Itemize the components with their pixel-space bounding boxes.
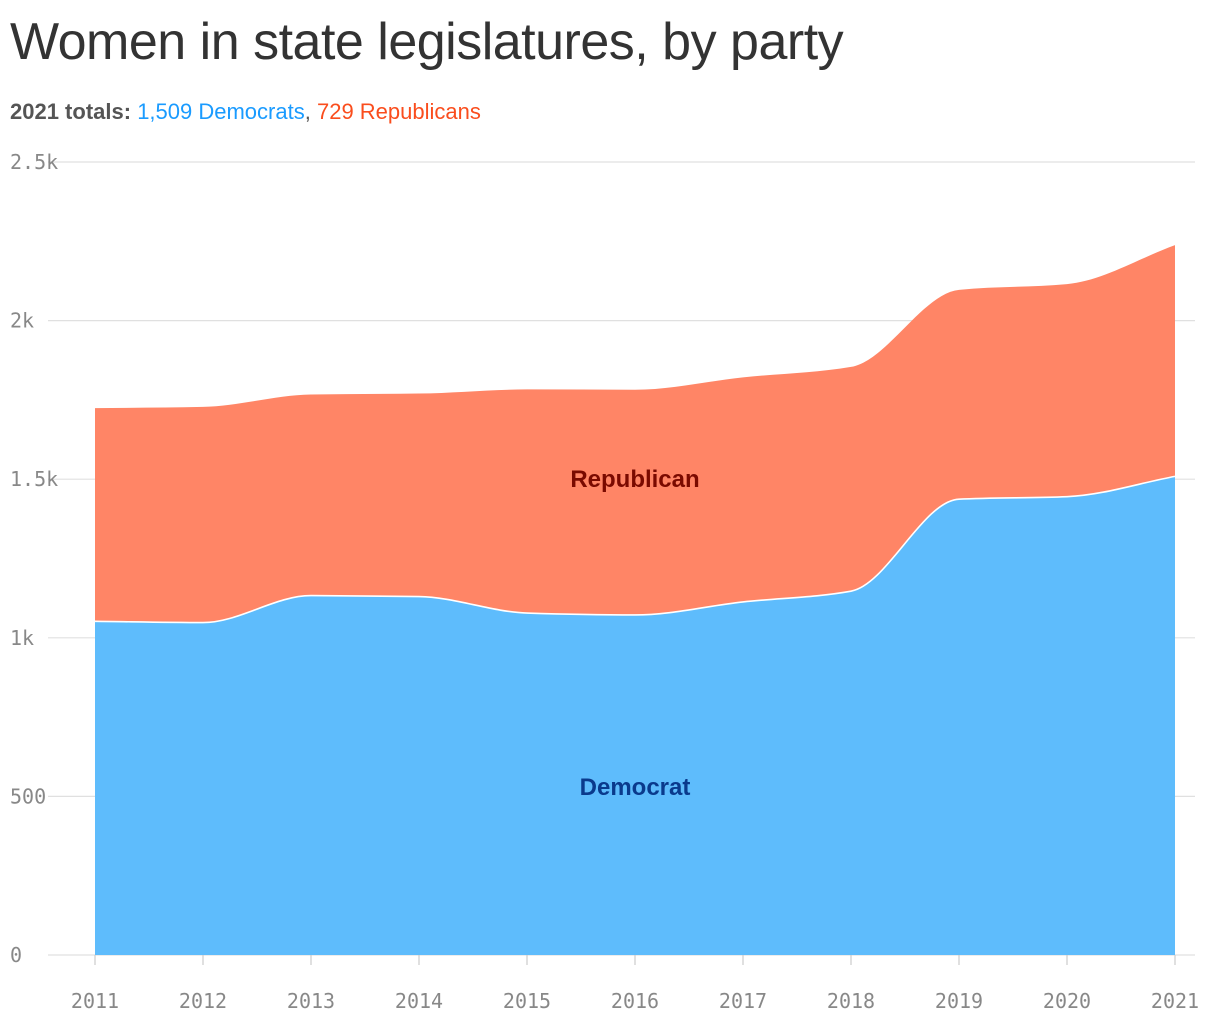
series-area-republican: [95, 245, 1175, 623]
chart-subtitle: 2021 totals: 1,509 Democrats, 729 Republ…: [10, 99, 481, 125]
y-tick-label: 0: [10, 943, 22, 967]
x-tick-label: 2017: [719, 989, 767, 1013]
x-tick-label: 2016: [611, 989, 659, 1013]
y-tick-label: 1k: [10, 626, 34, 650]
x-tick-label: 2021: [1151, 989, 1199, 1013]
x-tick-label: 2020: [1043, 989, 1091, 1013]
area-labels: Republican Democrat: [570, 466, 699, 801]
x-tick-label: 2015: [503, 989, 551, 1013]
subtitle-democrats-total: 1,509 Democrats: [137, 99, 305, 124]
subtitle-separator: ,: [304, 99, 311, 124]
x-tick-label: 2014: [395, 989, 443, 1013]
x-tick-label: 2019: [935, 989, 983, 1013]
chart-title: Women in state legislatures, by party: [10, 13, 844, 71]
y-tick-label: 1.5k: [10, 467, 58, 491]
area-series: [94, 245, 1176, 955]
axes: 2011 2012 2013 2014 2015 2016 2017 2018 2019 2020…: [71, 955, 1199, 1013]
x-tick-label: 2011: [71, 989, 119, 1013]
series-boundary-line: [94, 475, 1176, 624]
x-tick-label: 2013: [287, 989, 335, 1013]
subtitle-lead: 2021 totals:: [10, 99, 132, 124]
area-label-republican: Republican: [570, 466, 699, 493]
y-tick-label: 2k: [10, 309, 34, 333]
x-tick-label: 2018: [827, 989, 875, 1013]
y-tick-label: 2.5k: [10, 150, 58, 174]
x-tick-label: 2012: [179, 989, 227, 1013]
area-label-democrat: Democrat: [580, 774, 691, 801]
y-tick-label: 500: [10, 784, 46, 808]
subtitle-republicans-total: 729 Republicans: [316, 99, 481, 124]
